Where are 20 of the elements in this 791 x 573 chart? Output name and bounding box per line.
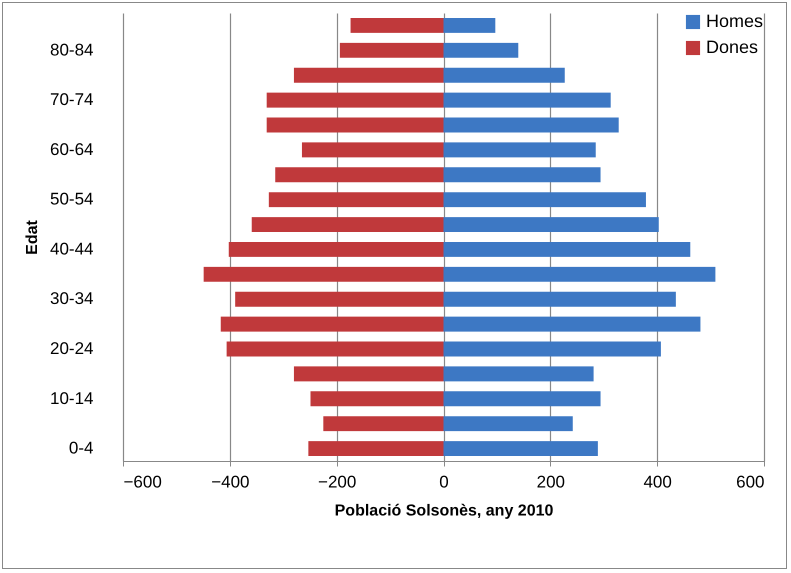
y-tick-label: 80-84 bbox=[50, 40, 94, 60]
x-tick-label: 400 bbox=[643, 472, 672, 492]
legend-label: Homes bbox=[706, 11, 764, 31]
x-tick-label: −200 bbox=[318, 472, 356, 492]
y-tick-label: 40-44 bbox=[50, 239, 94, 258]
legend-label: Dones bbox=[706, 37, 758, 57]
x-tick-label: 0 bbox=[439, 472, 449, 492]
y-tick-label: 70-74 bbox=[50, 90, 94, 110]
y-tick-label: 60-64 bbox=[50, 140, 94, 159]
y-tick-label: 0-4 bbox=[68, 438, 94, 458]
x-axis-title: Població Solsonès, any 2010 bbox=[334, 502, 554, 520]
y-tick-label: 50-54 bbox=[50, 190, 94, 209]
y-axis-title: Edat bbox=[24, 219, 42, 255]
x-tick-label: −600 bbox=[124, 472, 162, 492]
y-tick-label: 10-14 bbox=[50, 388, 94, 408]
x-tick-label: −400 bbox=[211, 472, 250, 492]
y-tick-label: 30-34 bbox=[50, 289, 94, 308]
x-tick-label: 600 bbox=[736, 472, 764, 492]
x-tick-label: 200 bbox=[536, 472, 566, 492]
y-tick-label: 20-24 bbox=[50, 339, 94, 358]
